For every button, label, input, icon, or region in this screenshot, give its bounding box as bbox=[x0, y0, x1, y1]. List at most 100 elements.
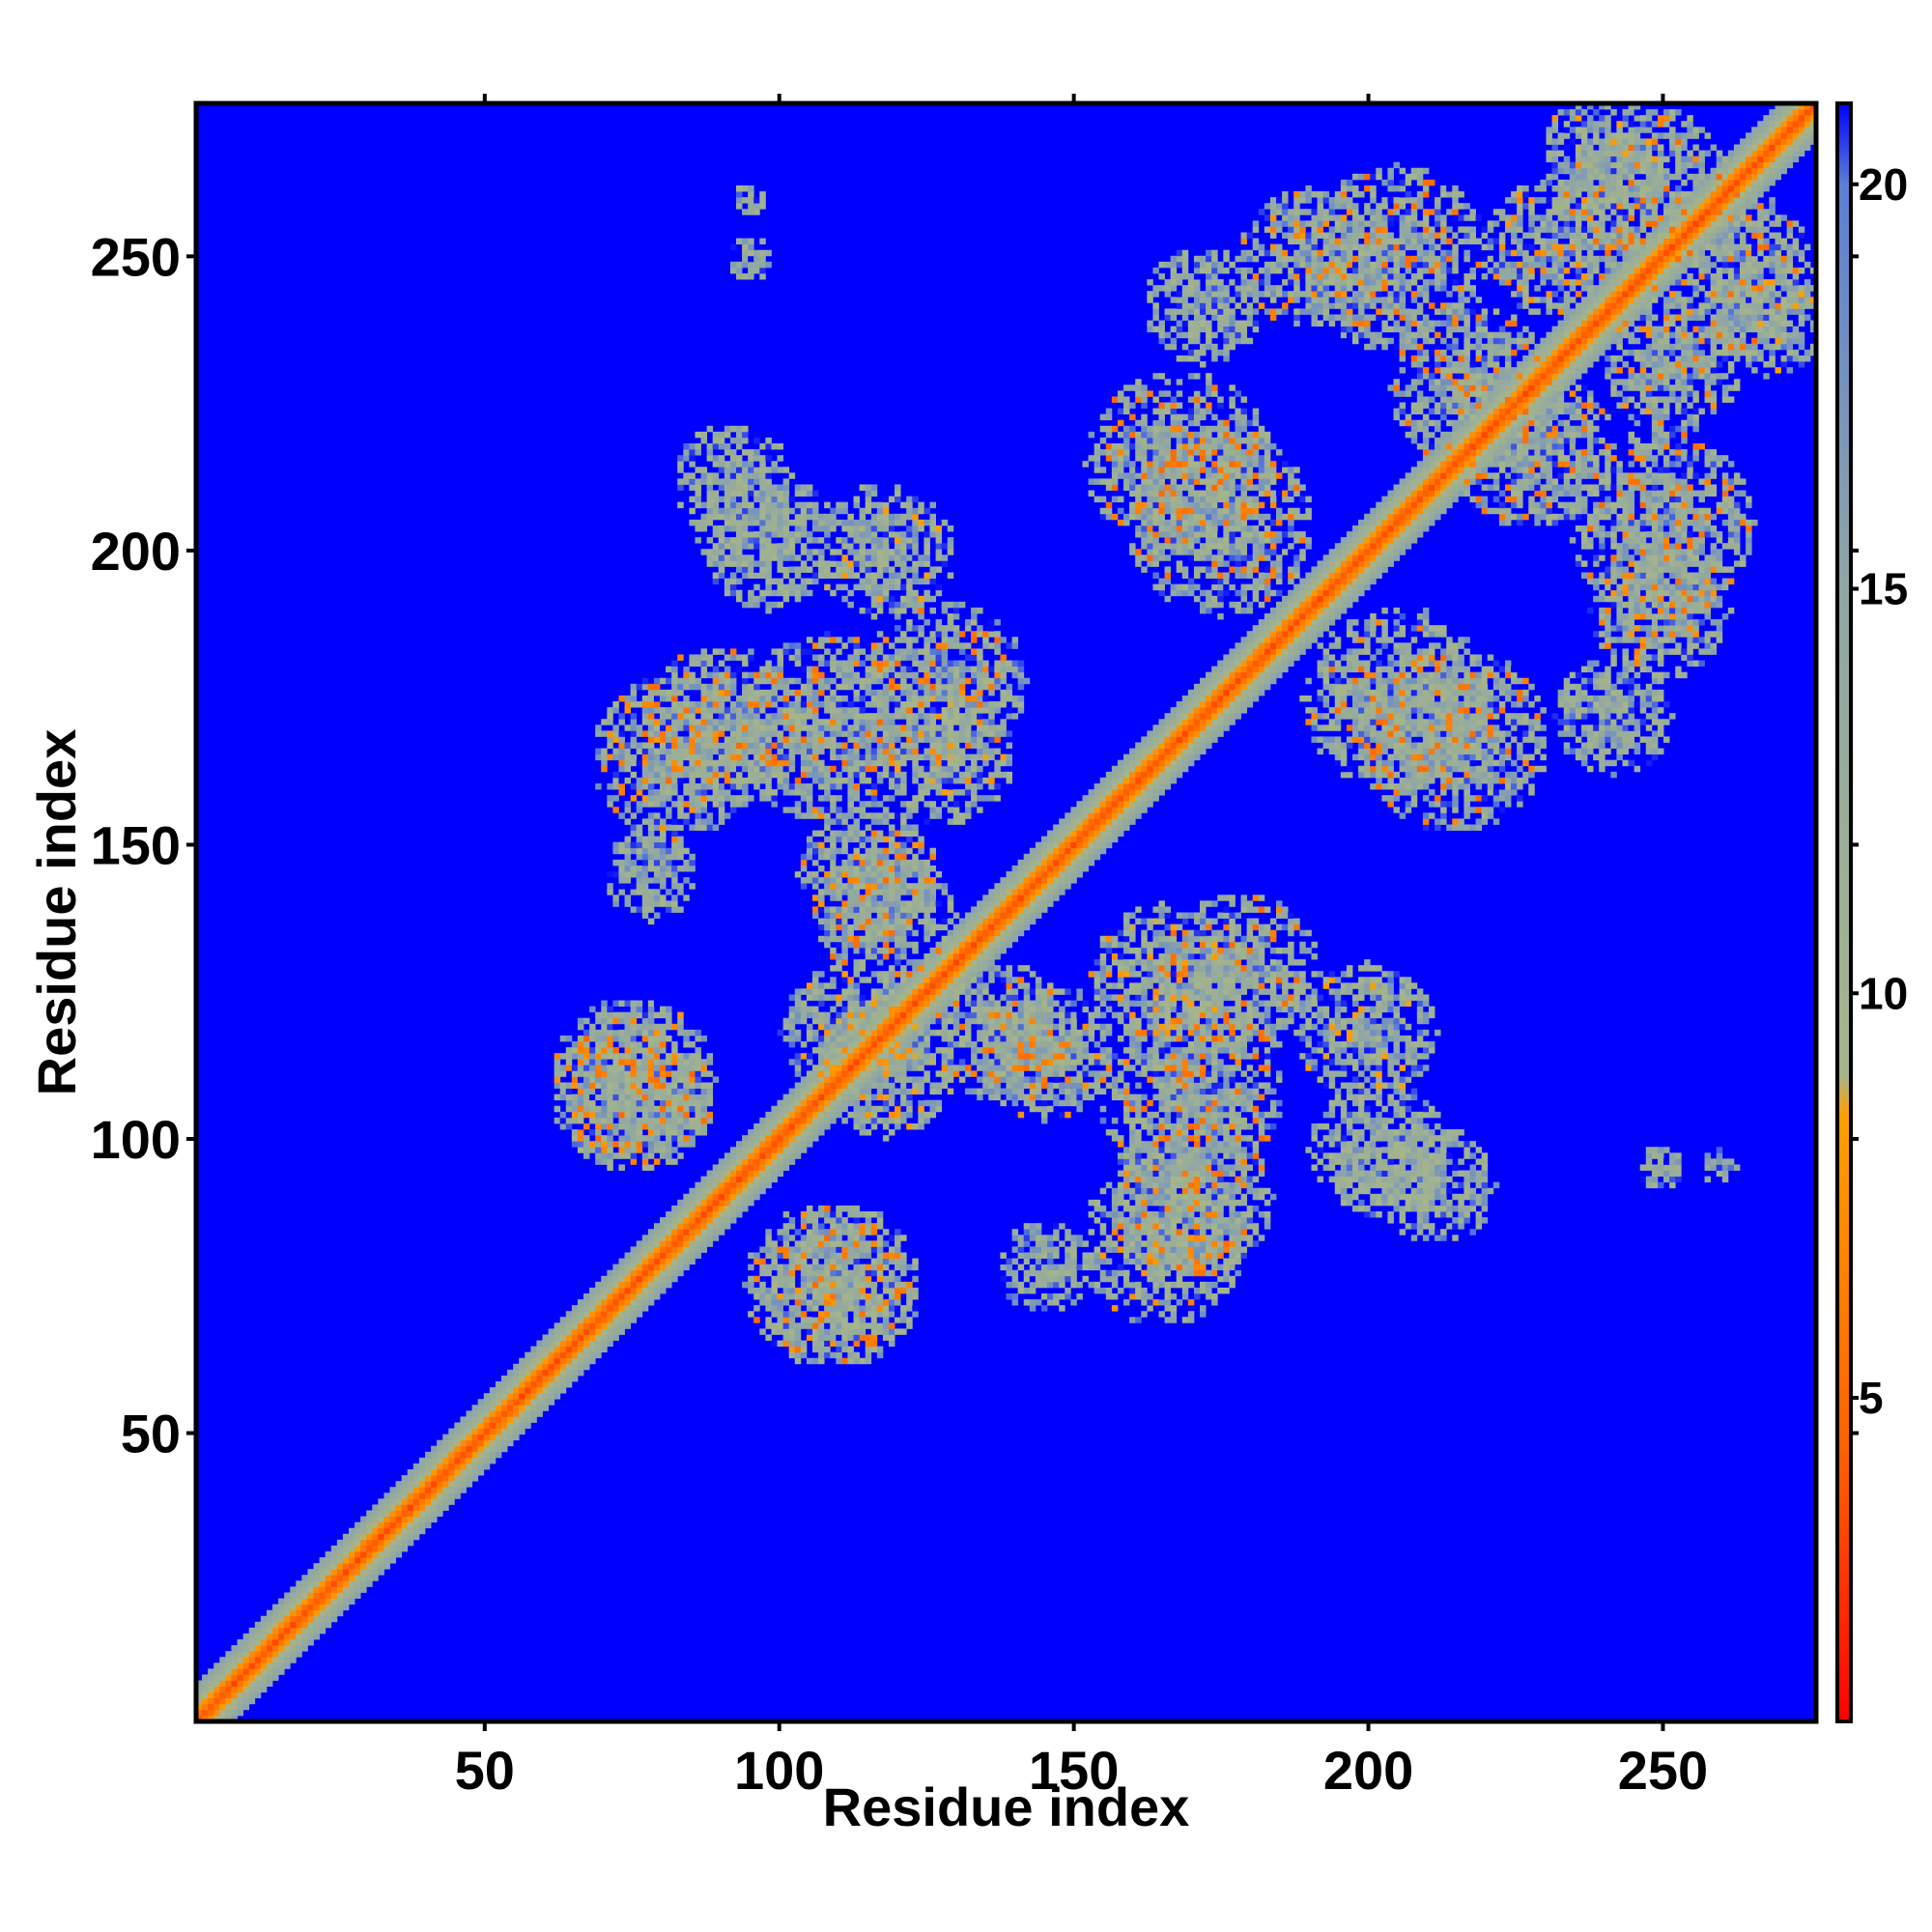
heatmap-cell bbox=[618, 1088, 625, 1095]
heatmap-cell bbox=[695, 490, 701, 497]
heatmap-cell bbox=[712, 455, 720, 462]
heatmap-cell bbox=[853, 554, 860, 561]
heatmap-cell bbox=[753, 1152, 760, 1159]
heatmap-cell bbox=[859, 853, 867, 861]
heatmap-cell bbox=[759, 461, 766, 468]
heatmap-cell bbox=[683, 1193, 690, 1201]
heatmap-cell bbox=[771, 589, 778, 597]
heatmap-cell bbox=[847, 853, 854, 861]
heatmap-cell bbox=[660, 1023, 667, 1031]
heatmap-cell bbox=[671, 1235, 678, 1241]
heatmap-cell bbox=[213, 1668, 220, 1675]
heatmap-cell bbox=[765, 1181, 772, 1189]
heatmap-cell bbox=[630, 1017, 638, 1025]
heatmap-cell bbox=[818, 683, 825, 691]
heatmap-cell bbox=[683, 719, 690, 725]
heatmap-cell bbox=[418, 1521, 426, 1529]
heatmap-cell bbox=[636, 824, 643, 831]
heatmap-cell bbox=[753, 261, 760, 269]
heatmap-cell bbox=[384, 1551, 390, 1558]
heatmap-cell bbox=[794, 1029, 802, 1037]
heatmap-cell bbox=[647, 795, 655, 802]
heatmap-cell bbox=[671, 1217, 678, 1224]
heatmap-cell bbox=[830, 701, 837, 708]
heatmap-cell bbox=[677, 461, 684, 468]
heatmap-cell bbox=[876, 877, 884, 884]
heatmap-cell bbox=[895, 1099, 901, 1107]
heatmap-cell bbox=[782, 1264, 790, 1271]
heatmap-cell bbox=[777, 666, 784, 673]
heatmap-cell bbox=[342, 1586, 350, 1593]
heatmap-cell bbox=[853, 1328, 860, 1335]
heatmap-cell bbox=[870, 889, 878, 895]
heatmap-cell bbox=[800, 753, 808, 761]
heatmap-cell bbox=[677, 654, 684, 661]
heatmap-cell bbox=[882, 637, 890, 643]
heatmap-cell bbox=[836, 507, 842, 515]
heatmap-cell bbox=[530, 1381, 537, 1388]
heatmap-cell bbox=[853, 1059, 860, 1065]
heatmap-cell bbox=[818, 689, 825, 696]
heatmap-cell bbox=[748, 467, 754, 473]
heatmap-cell bbox=[782, 1164, 790, 1171]
heatmap-cell bbox=[853, 853, 860, 861]
heatmap-cell bbox=[771, 724, 778, 731]
heatmap-cell bbox=[595, 1076, 602, 1083]
heatmap-cell bbox=[260, 1674, 268, 1681]
heatmap-cell bbox=[895, 1059, 901, 1065]
heatmap-cell bbox=[876, 871, 884, 878]
heatmap-cell bbox=[818, 513, 825, 521]
heatmap-cell bbox=[424, 1457, 432, 1464]
heatmap-cell bbox=[748, 654, 754, 661]
heatmap-cell bbox=[407, 1533, 414, 1541]
heatmap-cell bbox=[554, 1363, 561, 1371]
heatmap-cell bbox=[607, 1293, 613, 1300]
heatmap-cell bbox=[378, 1533, 384, 1541]
heatmap-cell bbox=[418, 1492, 426, 1499]
heatmap-cell bbox=[794, 513, 802, 521]
heatmap-cell bbox=[671, 1229, 678, 1236]
heatmap-cell bbox=[313, 1563, 320, 1570]
heatmap-cell bbox=[372, 1516, 379, 1523]
heatmap-cell bbox=[624, 1029, 632, 1037]
heatmap-cell bbox=[431, 1492, 438, 1499]
heatmap-cell bbox=[794, 660, 802, 668]
heatmap-cell bbox=[870, 543, 878, 550]
heatmap-cell bbox=[782, 1135, 790, 1142]
heatmap-cell bbox=[888, 912, 895, 919]
heatmap-cell bbox=[748, 472, 754, 479]
heatmap-cell bbox=[695, 683, 701, 691]
heatmap-cell bbox=[554, 1357, 561, 1365]
heatmap-cell bbox=[882, 935, 890, 943]
heatmap-cell bbox=[489, 1439, 497, 1447]
heatmap-cell bbox=[266, 1609, 273, 1617]
heatmap-cell bbox=[729, 654, 737, 661]
heatmap-cell bbox=[865, 525, 872, 532]
heatmap-cell bbox=[666, 677, 672, 685]
heatmap-cell bbox=[836, 795, 842, 802]
heatmap-cell bbox=[748, 537, 754, 544]
heatmap-cell bbox=[847, 531, 854, 538]
heatmap-cell bbox=[666, 689, 672, 696]
heatmap-cell bbox=[765, 1287, 772, 1294]
heatmap-cell bbox=[853, 1246, 860, 1253]
heatmap-cell bbox=[841, 666, 848, 673]
heatmap-cell bbox=[689, 753, 696, 761]
heatmap-cell bbox=[811, 1340, 819, 1347]
heatmap-cell bbox=[571, 1375, 579, 1382]
heatmap-cell bbox=[700, 1211, 708, 1218]
heatmap-cell bbox=[660, 759, 667, 767]
heatmap-cell bbox=[612, 895, 619, 901]
heatmap-cell bbox=[683, 660, 690, 668]
heatmap-cell bbox=[830, 1293, 837, 1300]
heatmap-cell bbox=[448, 1469, 455, 1476]
heatmap-cell bbox=[824, 1275, 831, 1283]
heatmap-cell bbox=[836, 1053, 842, 1060]
heatmap-cell bbox=[348, 1551, 355, 1558]
heatmap-cell bbox=[395, 1510, 403, 1517]
heatmap-cell bbox=[870, 935, 878, 943]
heatmap-cell bbox=[641, 1264, 649, 1271]
heatmap-cell bbox=[742, 1181, 749, 1189]
heatmap-cell bbox=[865, 683, 872, 691]
heatmap-cell bbox=[782, 1311, 790, 1318]
